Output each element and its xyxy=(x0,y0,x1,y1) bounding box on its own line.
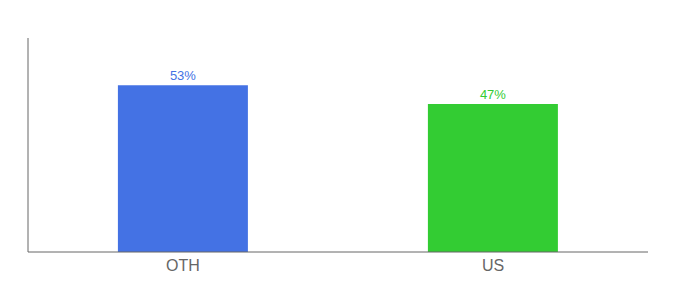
svg-text:47%: 47% xyxy=(480,87,506,102)
svg-text:53%: 53% xyxy=(170,68,196,83)
svg-text:OTH: OTH xyxy=(166,257,200,274)
svg-text:US: US xyxy=(482,257,504,274)
